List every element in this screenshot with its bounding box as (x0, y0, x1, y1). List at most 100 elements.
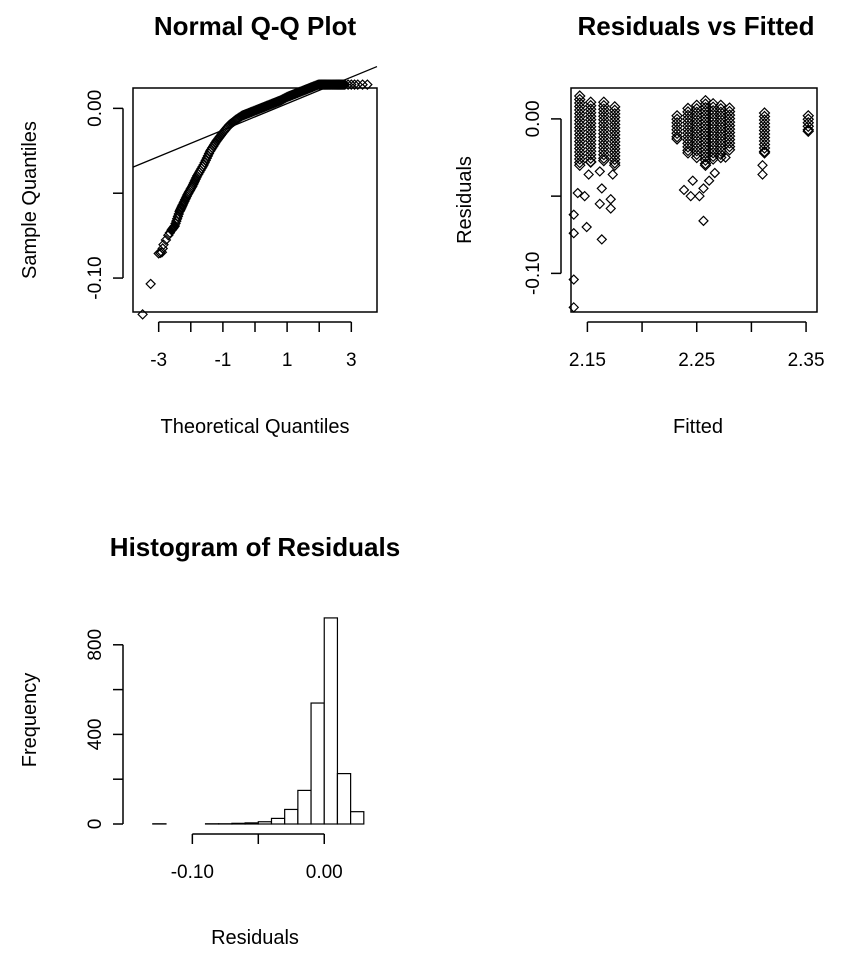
rvf-point (678, 184, 690, 196)
residuals-vs-fitted-title: Residuals vs Fitted (578, 11, 815, 41)
residuals-vs-fitted-panel: Residuals vs Fitted Fitted Residuals 2.1… (454, 11, 825, 438)
rvf-point (699, 157, 712, 170)
rvf-point (758, 145, 771, 158)
rvf-point (597, 148, 610, 161)
histogram-bar (336, 772, 352, 825)
qq-x-tick-label: -1 (214, 350, 231, 371)
rvf-point (568, 227, 580, 239)
rvf-point (685, 190, 697, 202)
rvf-x-tick-label: 2.25 (678, 350, 715, 371)
qq-x-tick-label: 3 (346, 350, 357, 371)
rvf-point (607, 169, 619, 180)
histogram-bar (297, 789, 312, 825)
qq-point (362, 79, 373, 90)
rvf-point (698, 183, 709, 194)
rvf-point (758, 147, 771, 159)
qq-point (137, 309, 148, 320)
rvf-point (709, 167, 721, 179)
rvf-point (758, 138, 771, 151)
rvf-point (608, 156, 621, 169)
residuals-vs-fitted-y-axis-label: Residuals (454, 156, 476, 244)
rvf-point (687, 175, 699, 187)
rvf-point (802, 116, 815, 129)
rvf-point (605, 203, 617, 214)
rvf-point (720, 152, 731, 163)
rvf-y-tick-label: 0.00 (523, 100, 544, 137)
qq-y-tick-label: 0.00 (85, 90, 106, 127)
qq-point (357, 79, 368, 90)
rvf-point (608, 159, 621, 172)
rvf-point (699, 159, 712, 172)
rvf-point (608, 153, 621, 166)
rvf-point (584, 156, 597, 169)
histogram-title: Histogram of Residuals (110, 532, 400, 562)
rvf-point (671, 130, 683, 143)
histogram-y-tick-label: 800 (85, 629, 106, 661)
rvf-point (573, 159, 586, 172)
rvf-point (568, 274, 580, 285)
rvf-x-tick-label: 2.35 (788, 350, 825, 371)
histogram-bar (244, 822, 259, 825)
qq-plot-x-axis-label: Theoretical Quantiles (161, 416, 350, 438)
histogram-bar (257, 821, 273, 825)
rvf-point (583, 169, 595, 180)
residuals-vs-fitted-x-axis-label: Fitted (673, 416, 723, 438)
rvf-point (596, 234, 608, 245)
rvf-point (581, 221, 593, 233)
rvf-point (714, 148, 727, 161)
histogram-y-axis-label: Frequency (19, 673, 41, 768)
histogram-x-tick-label: -0.10 (171, 862, 214, 883)
rvf-point (584, 152, 597, 165)
histogram-panel: Histogram of Residuals Residuals Frequen… (19, 532, 400, 949)
rvf-point (698, 215, 709, 227)
rvf-point (594, 166, 606, 177)
rvf-point (723, 140, 736, 153)
rvf-point (703, 175, 715, 187)
rvf-y-tick-label: -0.10 (523, 252, 544, 295)
rvf-point (572, 187, 584, 199)
histogram-bar (310, 702, 325, 825)
rvf-point (568, 209, 580, 221)
qq-plot-panel: Normal Q-Q Plot Theoretical Quantiles Sa… (19, 11, 378, 438)
qq-point (335, 79, 346, 90)
rvf-point (682, 141, 694, 153)
qq-point (154, 247, 166, 259)
rvf-point (594, 198, 606, 210)
qq-point (145, 278, 157, 290)
qq-plot-frame (132, 87, 378, 313)
histogram-bar (270, 817, 286, 825)
qq-x-tick-label: 1 (282, 350, 293, 371)
rvf-point (671, 127, 683, 140)
rvf-point (579, 190, 591, 202)
rvf-point (757, 169, 768, 180)
rvf-point (596, 183, 608, 194)
histogram-y-tick-label: 400 (85, 719, 106, 751)
rvf-point (802, 123, 815, 136)
rvf-point (723, 143, 736, 156)
qq-point (349, 79, 360, 90)
histogram-x-axis-label: Residuals (211, 927, 299, 949)
residuals-vs-fitted-frame (570, 87, 818, 313)
rvf-x-tick-label: 2.15 (569, 350, 606, 371)
rvf-point (690, 148, 703, 161)
rvf-point (584, 148, 597, 161)
rvf-point (573, 156, 586, 169)
rvf-point (723, 137, 736, 149)
qq-plot-title: Normal Q-Q Plot (154, 11, 357, 41)
rvf-point (682, 144, 694, 157)
rvf-point (694, 190, 705, 202)
rvf-point (802, 120, 815, 133)
rvf-point (714, 151, 727, 164)
qq-x-tick-label: -3 (150, 350, 167, 371)
histogram-bar (323, 617, 339, 825)
rvf-point (597, 152, 610, 165)
rvf-point (671, 133, 683, 145)
rvf-point (690, 144, 703, 157)
histogram-x-tick-label: 0.00 (306, 862, 343, 883)
rvf-point (690, 151, 703, 164)
rvf-point (758, 142, 771, 154)
histogram-bar (284, 808, 299, 825)
rvf-point (597, 154, 610, 167)
qq-plot-y-axis-label: Sample Quantiles (19, 121, 41, 279)
